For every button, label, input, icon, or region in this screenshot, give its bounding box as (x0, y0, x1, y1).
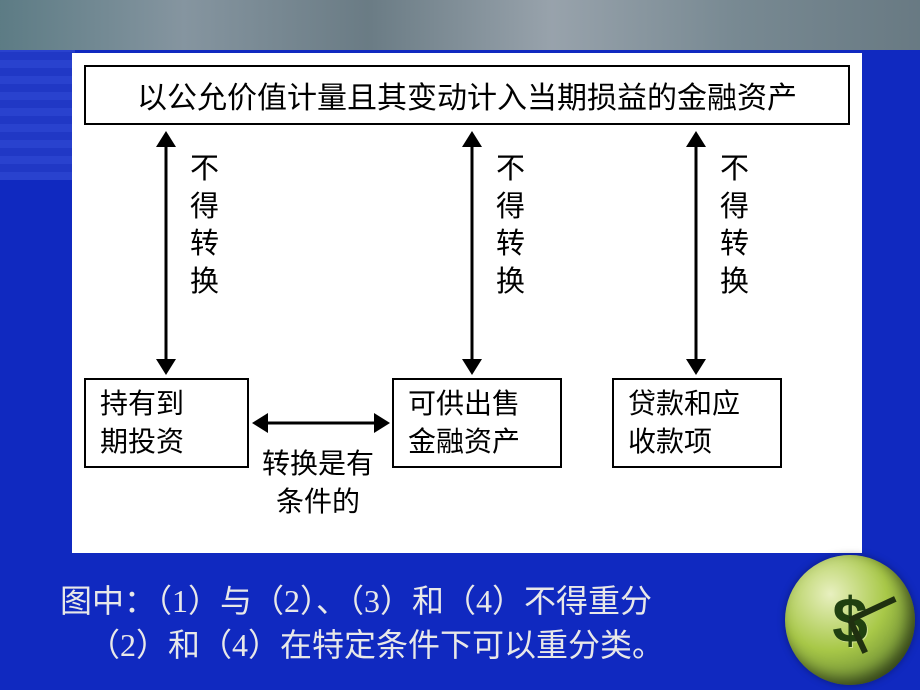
v1c1: 不 (190, 151, 219, 189)
arrow-h1 (252, 411, 390, 435)
b1l1: 持有到 (100, 385, 184, 423)
edge-label-v1: 不 得 转 换 (190, 151, 219, 302)
header-money-strip (0, 0, 920, 50)
diagram-panel: 以公允价值计量且其变动计入当期损益的金融资产 不 得 转 换 不 得 (72, 53, 862, 553)
b2l2: 金融资产 (408, 423, 520, 461)
v3c2: 得 (720, 189, 749, 227)
v3c3: 转 (720, 226, 749, 264)
arrow-v3 (684, 131, 708, 375)
v3c1: 不 (720, 151, 749, 189)
edge-label-v2: 不 得 转 换 (496, 151, 525, 302)
v2c4: 换 (496, 264, 525, 302)
node-top-label: 以公允价值计量且其变动计入当期损益的金融资产 (137, 73, 797, 117)
v2c1: 不 (496, 151, 525, 189)
v1c4: 换 (190, 264, 219, 302)
v1c3: 转 (190, 226, 219, 264)
v2c2: 得 (496, 189, 525, 227)
h1l2: 条件的 (262, 483, 374, 521)
corner-decoration (0, 50, 75, 180)
caption-line2: （2）和（4）在特定条件下可以重分类。 (88, 624, 848, 667)
b1l2: 期投资 (100, 423, 184, 461)
v3c4: 换 (720, 264, 749, 302)
node-available-for-sale: 可供出售 金融资产 (392, 378, 562, 468)
v1c2: 得 (190, 189, 219, 227)
arrow-v1 (154, 131, 178, 375)
caption-line2-text: （2）和（4）在特定条件下可以重分类。 (88, 627, 664, 663)
node-loans-receivables: 贷款和应 收款项 (612, 378, 782, 468)
edge-label-v3: 不 得 转 换 (720, 151, 749, 302)
b3l2: 收款项 (628, 423, 712, 461)
arrow-v2 (460, 131, 484, 375)
edge-label-h1: 转换是有 条件的 (262, 445, 374, 521)
node-top-fair-value: 以公允价值计量且其变动计入当期损益的金融资产 (84, 65, 850, 125)
b2l1: 可供出售 (408, 385, 520, 423)
b3l1: 贷款和应 (628, 385, 740, 423)
node-held-to-maturity: 持有到 期投资 (84, 378, 249, 468)
v2c3: 转 (496, 226, 525, 264)
caption-line1-text: 图中：（1）与（2）、（3）和（4）不得重分 (60, 583, 652, 619)
coin-clock-icon: $ (785, 555, 915, 685)
h1l1: 转换是有 (262, 445, 374, 483)
caption-line1: 图中：（1）与（2）、（3）和（4）不得重分 (60, 580, 780, 623)
